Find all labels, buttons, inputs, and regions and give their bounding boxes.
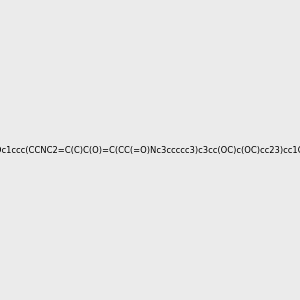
Text: COc1ccc(CCNC2=C(C)C(O)=C(CC(=O)Nc3ccccc3)c3cc(OC)c(OC)cc23)cc1OC: COc1ccc(CCNC2=C(C)C(O)=C(CC(=O)Nc3ccccc3… — [0, 146, 300, 154]
